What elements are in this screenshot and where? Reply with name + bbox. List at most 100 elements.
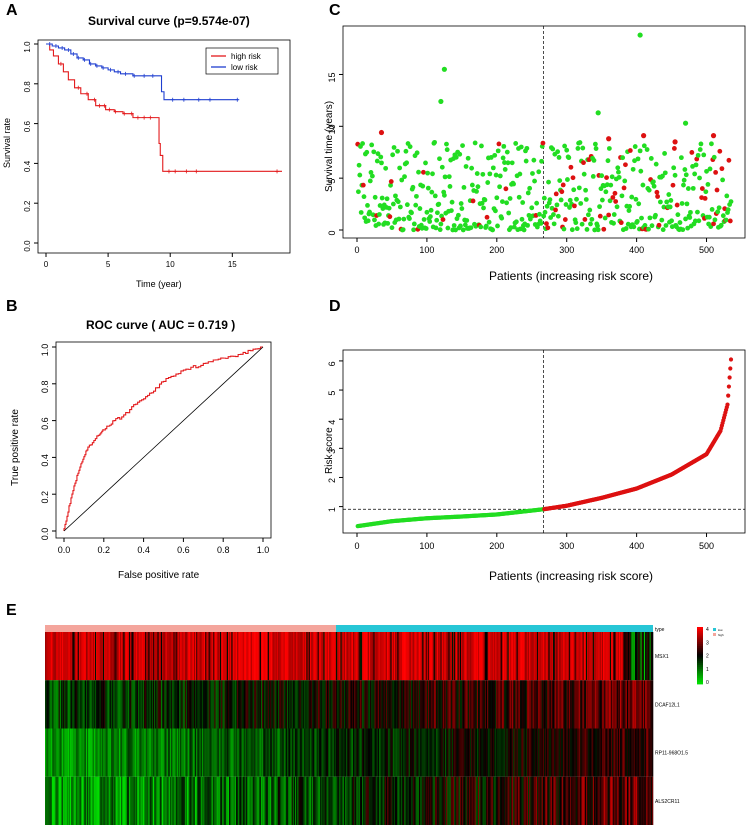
heatmap-cell (531, 728, 533, 777)
heatmap-cell (50, 680, 53, 729)
heatmap-cell (175, 728, 178, 777)
heatmap-cell (188, 680, 190, 729)
heatmap-cell (281, 680, 283, 729)
heatmap-cell (459, 680, 462, 729)
heatmap-cell (313, 632, 315, 681)
heatmap-cell (45, 680, 47, 729)
heatmap-cell (540, 728, 542, 777)
survtime-point-alive (648, 156, 654, 161)
survtime-point-alive (438, 221, 444, 227)
heatmap-cell (156, 632, 158, 681)
heatmap-cell (139, 680, 141, 729)
heatmap-cell (321, 728, 323, 777)
heatmap-cell (565, 728, 567, 777)
heatmap-cell (476, 680, 479, 729)
survtime-point-dead (540, 140, 546, 146)
colorbar-tick-label: 4 (706, 627, 709, 633)
heatmap-cell (76, 632, 79, 681)
panel-letter-b: B (6, 298, 18, 315)
heatmap-cell (464, 632, 466, 681)
heatmap-cell (496, 728, 498, 777)
heatmap-cell (217, 632, 220, 681)
heatmap-cell (160, 680, 163, 729)
heatmap-cell (70, 680, 72, 729)
survtime-point-alive (623, 226, 629, 231)
heatmap-cell (301, 728, 304, 777)
riskscore-ytick-label: 6 (327, 361, 337, 366)
riskscore-xtick-label: 500 (699, 541, 714, 551)
heatmap-cell (137, 728, 139, 777)
colorbar-tick-label: 0 (706, 680, 709, 686)
survtime-point-alive (458, 201, 464, 206)
survtime-point-alive (539, 158, 544, 164)
heatmap-cell (223, 632, 225, 681)
heatmap-cell (573, 632, 575, 681)
survtime-point-alive (616, 174, 622, 180)
survtime-point-alive (455, 212, 461, 218)
heatmap-cell (259, 680, 262, 729)
heatmap-cell (115, 728, 117, 777)
heatmap-cell (235, 728, 238, 777)
heatmap-cell (635, 680, 638, 729)
heatmap-cell (427, 680, 430, 729)
heatmap-cell (100, 632, 103, 681)
heatmap-cell (151, 632, 154, 681)
survtime-point-alive (469, 182, 475, 188)
heatmap-cell (207, 728, 209, 777)
survtime-point-alive (571, 187, 577, 193)
heatmap-cell (360, 632, 363, 681)
heatmap-cell (189, 728, 191, 777)
survtime-point-alive (605, 158, 611, 164)
heatmap-cell (570, 680, 572, 729)
heatmap-cell (337, 728, 339, 777)
heatmap-cell (367, 632, 370, 681)
heatmap-cell (462, 680, 464, 729)
heatmap-cell (343, 680, 346, 729)
heatmap-cell (597, 680, 599, 729)
survtime-point-alive (483, 223, 489, 229)
heatmap-cell (432, 632, 434, 681)
heatmap-cell (204, 728, 206, 777)
colorbar-tick-label: 1 (706, 667, 709, 673)
heatmap-cell (187, 632, 189, 681)
heatmap-cell (87, 680, 89, 729)
heatmap-cell (259, 728, 262, 777)
survtime-point-alive (614, 204, 620, 210)
heatmap-cell (318, 632, 321, 681)
heatmap-cell (326, 632, 329, 681)
legend-label: low risk (231, 63, 259, 72)
survival-ytick-label: 0.4 (23, 160, 32, 172)
heatmap-cell (83, 728, 86, 777)
censor-mark (122, 111, 127, 116)
heatmap-cell (165, 728, 167, 777)
heatmap-cell (324, 680, 327, 729)
heatmap-cell (398, 680, 400, 729)
heatmap-cell (64, 728, 66, 777)
heatmap-cell (292, 728, 295, 777)
survtime-point-alive (397, 204, 403, 210)
heatmap-cell (70, 728, 72, 777)
heatmap-cell (412, 728, 414, 777)
heatmap-cell (109, 632, 112, 681)
heatmap-cell (212, 680, 214, 729)
survtime-point-alive (718, 222, 724, 228)
heatmap-cell (327, 632, 330, 681)
survtime-point-alive (541, 195, 547, 201)
heatmap-cell (334, 632, 337, 681)
heatmap-cell (305, 680, 307, 729)
survtime-ytick-label: 0 (327, 230, 337, 235)
heatmap-cell (48, 680, 50, 729)
survtime-point-alive (679, 201, 685, 206)
heatmap-cell (331, 680, 333, 729)
heatmap-cell (66, 680, 69, 729)
heatmap-cell (551, 632, 554, 681)
heatmap-cell (395, 632, 397, 681)
heatmap-cell (477, 728, 480, 777)
survtime-point-alive (580, 145, 586, 151)
heatmap-cell (339, 728, 341, 777)
heatmap-cell (315, 632, 317, 681)
heatmap-cell (576, 728, 579, 777)
survtime-point-alive (574, 226, 580, 232)
heatmap-cell (48, 632, 50, 681)
